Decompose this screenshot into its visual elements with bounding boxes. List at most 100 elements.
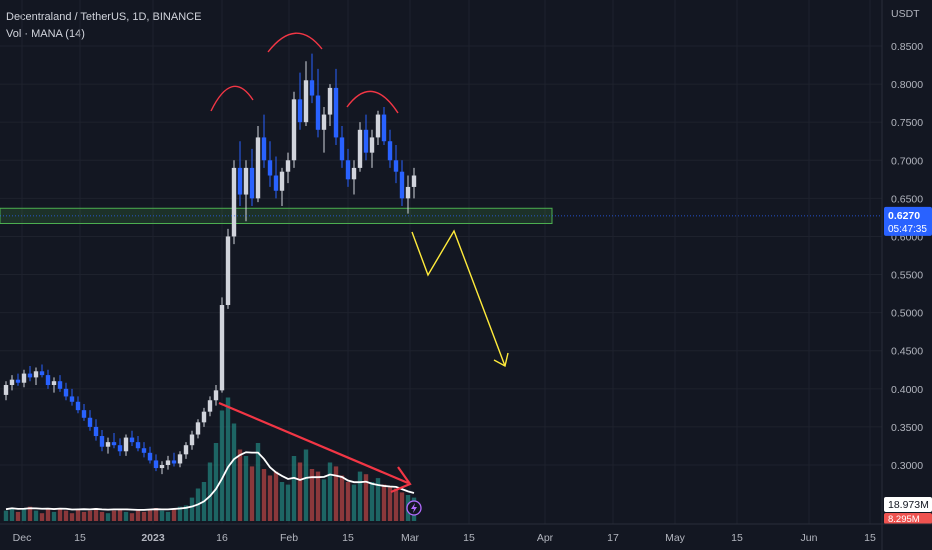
volume-trend-arrow[interactable]: [218, 401, 409, 485]
volume-bar: [237, 449, 243, 521]
volume-badge[interactable]: [884, 497, 932, 512]
volume-bar: [123, 511, 129, 521]
time-tick-label: Dec: [13, 532, 32, 544]
volume-bar: [351, 484, 357, 521]
candle: [327, 84, 333, 126]
candle: [303, 61, 309, 126]
candle: [261, 114, 267, 168]
candle: [387, 129, 393, 168]
candle: [63, 382, 69, 401]
volume-bar: [189, 497, 195, 521]
volume-bar: [171, 509, 177, 521]
candle: [375, 110, 381, 146]
time-tick-label: Jun: [801, 532, 818, 544]
right-shoulder-arc[interactable]: [346, 90, 399, 114]
candle: [399, 160, 405, 206]
candle: [45, 369, 51, 389]
candle: [33, 367, 39, 386]
volume-bar: [231, 423, 237, 521]
volume-bar: [135, 510, 141, 521]
volume-bar: [153, 508, 159, 521]
candle: [333, 68, 339, 146]
volume-bar: [141, 511, 147, 521]
volume-bar: [303, 449, 309, 521]
candle: [27, 365, 33, 382]
candle: [285, 152, 291, 184]
candle: [321, 106, 327, 153]
time-tick-label: 17: [607, 532, 619, 544]
candle: [381, 106, 387, 146]
projection-path[interactable]: [411, 229, 506, 367]
candle: [207, 396, 213, 417]
volume-bar: [399, 492, 405, 521]
volume-bar: [21, 509, 27, 521]
candle: [153, 454, 159, 472]
volume-bar: [243, 456, 249, 521]
candle: [9, 375, 15, 391]
price-tick-label: 0.6500: [891, 193, 923, 205]
time-tick-label: 15: [342, 532, 354, 544]
volume-bar: [57, 508, 63, 521]
time-tick-label: Apr: [537, 532, 554, 544]
volume-bar: [369, 482, 375, 521]
candle: [237, 141, 243, 206]
volume-bar: [333, 466, 339, 521]
candle: [57, 375, 63, 392]
volume-bar: [33, 510, 39, 521]
candle: [99, 429, 105, 452]
candle: [255, 125, 261, 203]
candle: [357, 122, 363, 172]
volume-bar: [81, 511, 87, 521]
chart-grid: [0, 0, 882, 524]
volume-bar: [255, 443, 261, 521]
volume-bar: [291, 456, 297, 521]
candle: [219, 297, 225, 393]
candle: [297, 72, 303, 130]
volume-bar: [105, 513, 111, 521]
candle: [273, 156, 279, 199]
candle: [339, 125, 345, 168]
candle: [111, 433, 117, 449]
drawing-annotations[interactable]: [210, 32, 509, 516]
candle: [15, 373, 21, 386]
price-tick-label: 0.8500: [891, 41, 923, 53]
candle: [21, 369, 27, 388]
volume-bar: [99, 511, 105, 521]
candle: [183, 442, 189, 459]
candle: [291, 91, 297, 168]
time-tick-label: 15: [731, 532, 743, 544]
time-tick-label: 15: [864, 532, 876, 544]
volume-indicator-label[interactable]: Vol · MANA (14): [6, 28, 85, 40]
time-axis[interactable]: Dec 15 2023 16 Feb 15 Mar 15 Apr 17 May 15 Jun 15: [0, 523, 932, 544]
candle: [51, 377, 57, 393]
candle: [69, 388, 75, 406]
volume-bar: [3, 510, 9, 521]
candle: [135, 436, 141, 452]
replay-lightning-icon[interactable]: [406, 500, 422, 516]
price-tick-label: 0.8000: [891, 79, 923, 91]
price-tick-label: 0.7500: [891, 117, 923, 129]
candle: [351, 160, 357, 195]
time-tick-label: 15: [463, 532, 475, 544]
volume-bar: [285, 484, 291, 521]
volume-bar: [69, 513, 75, 521]
price-tick-label: 0.5000: [891, 308, 923, 320]
time-tick-label: 15: [74, 532, 86, 544]
head-arc[interactable]: [267, 32, 323, 53]
volume-bar: [213, 443, 219, 521]
candle: [165, 455, 171, 470]
candle: [345, 148, 351, 187]
last-price-badge[interactable]: [884, 206, 932, 236]
time-tick-label: 2023: [141, 532, 165, 544]
volume-bar: [27, 506, 33, 521]
candle-countdown: 05:47:35: [888, 224, 927, 235]
volume-bar: [15, 511, 21, 521]
volume-bar: [165, 511, 171, 521]
candle: [81, 404, 87, 421]
volume-bar: [159, 510, 165, 521]
candle: [369, 129, 375, 168]
volume-bar: [75, 509, 81, 521]
left-shoulder-arc[interactable]: [210, 85, 254, 112]
